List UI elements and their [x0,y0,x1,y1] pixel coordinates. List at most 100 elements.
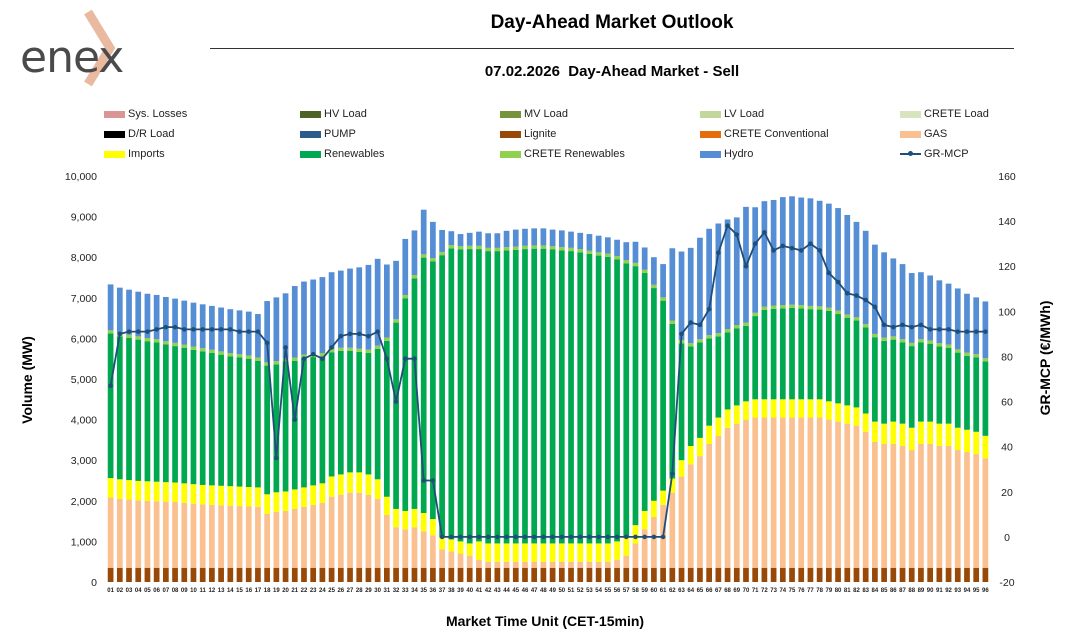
legend-item-crete-load: CRETE Load [900,106,989,122]
bar-segment-lignite-84 [872,567,878,582]
bar-segment-gas-40 [466,555,473,568]
bar-segment-crete-renewables-85 [881,337,887,341]
gr-mcp-point-65 [697,322,703,328]
bar-segment-crete-renewables-05 [144,337,151,342]
y2-tick-label: -20 [999,577,1014,589]
bar-segment-gas-94 [964,452,970,568]
bar-segment-lignite-63 [678,567,685,582]
bar-segment-gas-59 [641,529,648,568]
bar-segment-imports-93 [954,427,961,451]
bar-segment-imports-87 [899,423,906,446]
bar-segment-renewables-75 [789,307,795,400]
bar-segment-crete-renewables-20 [282,358,289,362]
x-tick-label: 20 [282,588,289,594]
bar-segment-crete-renewables-76 [798,305,805,309]
bar-segment-lignite-95 [973,567,980,582]
bar-segment-hydro-48 [540,228,547,246]
bar-segment-renewables-49 [549,249,556,544]
bar-segment-lignite-83 [862,567,869,582]
bar-segment-hydro-57 [623,242,630,261]
bar-segment-hydro-84 [872,244,878,334]
bar-segment-crete-renewables-84 [872,333,878,338]
bar-segment-crete-renewables-39 [457,246,464,250]
bar-segment-crete-renewables-48 [540,245,547,249]
bar-segment-hydro-29 [365,264,372,350]
bar-segment-imports-58 [632,525,639,544]
bar-segment-renewables-78 [816,309,823,400]
bar-segment-gas-83 [862,431,869,568]
y-tick-label: 6,000 [71,333,97,345]
bar-segment-lignite-90 [927,567,933,582]
y-tick-label: 1,000 [71,536,97,548]
bar-segment-lignite-40 [466,567,473,582]
bar-segment-lignite-92 [945,567,952,582]
bar-segment-gas-89 [918,443,924,568]
x-tick-label: 40 [466,588,473,594]
bar-segment-renewables-26 [337,350,344,475]
bar-segment-hydro-23 [310,279,317,354]
bar-segment-renewables-63 [678,343,685,461]
bar-segment-renewables-93 [954,352,961,428]
bar-segment-hydro-49 [549,229,556,247]
x-tick-label: 72 [761,588,768,594]
bar-segment-imports-37 [439,537,445,550]
bar-segment-hydro-52 [577,232,584,250]
bar-segment-imports-78 [816,399,823,418]
bar-segment-lignite-57 [623,567,630,582]
bar-segment-renewables-89 [918,342,924,422]
bar-segment-gas-91 [936,445,943,568]
bar-segment-lignite-56 [614,567,620,582]
legend-item-lv-load: LV Load [700,106,764,122]
bar-segment-crete-renewables-19 [273,361,280,365]
x-tick-label: 96 [982,588,989,594]
bar-segment-imports-57 [623,537,630,556]
x-tick-label: 35 [420,588,427,594]
bar-segment-gas-41 [476,559,482,568]
bar-segment-gas-56 [614,559,620,568]
bar-segment-imports-80 [835,403,841,422]
bar-segment-crete-renewables-47 [531,245,538,249]
bar-segment-renewables-76 [798,308,805,400]
bar-segment-imports-53 [586,543,593,562]
bar-segment-renewables-72 [761,309,768,400]
bar-segment-gas-30 [374,498,381,568]
bar-segment-hydro-83 [862,230,869,325]
bar-segment-crete-renewables-60 [651,284,657,289]
bar-segment-hydro-32 [393,260,399,320]
bar-segment-lignite-94 [964,567,970,582]
bar-segment-crete-renewables-25 [328,348,335,353]
bar-segment-gas-04 [135,500,142,568]
bar-segment-imports-94 [964,429,970,453]
bar-segment-gas-13 [218,505,224,568]
bar-segment-renewables-82 [853,320,860,408]
bar-segment-imports-59 [641,510,648,530]
x-tick-label: 15 [236,588,243,594]
bar-segment-renewables-29 [365,353,372,475]
x-tick-label: 86 [890,588,897,594]
bar-segment-crete-renewables-59 [641,269,648,274]
bar-segment-crete-renewables-46 [522,245,528,250]
bar-segment-gas-77 [807,417,814,568]
x-tick-label: 25 [328,588,335,594]
x-tick-label: 68 [724,588,731,594]
bar-segment-hydro-88 [908,273,915,343]
bar-segment-renewables-03 [126,337,132,481]
bar-segment-lignite-78 [816,567,823,582]
bar-segment-renewables-41 [476,249,482,542]
x-tick-label: 45 [512,588,519,594]
bar-segment-imports-11 [199,484,206,505]
gr-mcp-point-85 [881,322,887,328]
bar-segment-crete-renewables-83 [862,324,869,328]
bar-segment-renewables-65 [697,342,703,438]
gr-mcp-point-95 [973,329,979,334]
bar-segment-imports-66 [706,425,712,444]
bar-segment-crete-renewables-66 [706,335,712,339]
x-tick-label: 41 [476,588,483,594]
gr-mcp-point-67 [716,250,721,255]
bar-segment-hydro-90 [927,275,933,341]
gr-mcp-point-64 [688,320,694,325]
x-tick-label: 94 [964,588,971,594]
bar-segment-imports-07 [163,482,169,502]
bar-segment-gas-28 [356,492,363,568]
bar-segment-imports-22 [301,487,307,507]
